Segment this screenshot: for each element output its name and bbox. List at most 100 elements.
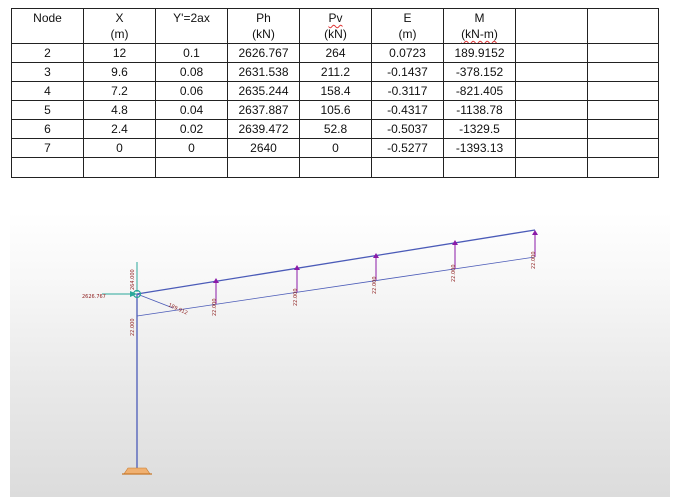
table-row: 4 7.2 0.06 2635.244 158.4 -0.3117 -821.405 bbox=[11, 81, 659, 101]
table-cell: 105.6 bbox=[299, 100, 372, 120]
member-load-1-label: 22.000 bbox=[212, 299, 218, 317]
member-load-4: 22.000 bbox=[451, 240, 458, 282]
table-cell bbox=[587, 157, 659, 178]
table-cell: 5 bbox=[11, 100, 84, 120]
table-cell: 0 bbox=[155, 138, 228, 158]
table-cell: 2639.472 bbox=[227, 119, 300, 139]
vertical-load-label: 264.000 bbox=[130, 269, 136, 290]
col-header-x: X (m) bbox=[83, 8, 156, 44]
table-cell bbox=[155, 157, 228, 178]
table-cell bbox=[587, 100, 659, 120]
table-cell bbox=[515, 100, 588, 120]
table-cell: 12 bbox=[83, 43, 156, 63]
table-cell bbox=[587, 81, 659, 101]
table-cell bbox=[587, 138, 659, 158]
fixed-support-icon bbox=[122, 467, 152, 475]
node-link bbox=[136, 293, 174, 309]
table-cell: 2635.244 bbox=[227, 81, 300, 101]
table-row: 3 9.6 0.08 2631.538 211.2 -0.1437 -378.152 bbox=[11, 62, 659, 82]
table-cell: 2640 bbox=[227, 138, 300, 158]
col-header-m: M (kN-m) bbox=[443, 8, 516, 44]
table-cell: -0.5037 bbox=[371, 119, 444, 139]
col-header-slope: Y'=2ax bbox=[155, 8, 228, 44]
table-cell bbox=[515, 62, 588, 82]
table-cell: 0.04 bbox=[155, 100, 228, 120]
top-node bbox=[132, 289, 142, 299]
table-cell bbox=[227, 157, 300, 178]
table-cell: 189.9152 bbox=[443, 43, 516, 63]
table-cell: 0.06 bbox=[155, 81, 228, 101]
table-cell: -1138.78 bbox=[443, 100, 516, 120]
table-cell: -0.5277 bbox=[371, 138, 444, 158]
table-cell: -0.3117 bbox=[371, 81, 444, 101]
table-cell: -378.152 bbox=[443, 62, 516, 82]
table-cell: 2.4 bbox=[83, 119, 156, 139]
table-cell bbox=[515, 43, 588, 63]
table-cell bbox=[83, 157, 156, 178]
table-cell: 6 bbox=[11, 119, 84, 139]
table-cell: 7.2 bbox=[83, 81, 156, 101]
inclined-load-label: 189.912 bbox=[167, 302, 188, 316]
table-row: 6 2.4 0.02 2639.472 52.8 -0.5037 -1329.5 bbox=[11, 119, 659, 139]
table-row bbox=[11, 157, 659, 178]
table-cell: 4.8 bbox=[83, 100, 156, 120]
table-cell bbox=[515, 119, 588, 139]
table-cell bbox=[587, 119, 659, 139]
table-cell bbox=[587, 43, 659, 63]
member-load-2: 22.000 bbox=[293, 265, 300, 306]
frame-model-drawing: 2626.767 264.000 189.912 22.000 22.000 2… bbox=[82, 229, 538, 475]
table-cell: 158.4 bbox=[299, 81, 372, 101]
table-cell bbox=[587, 62, 659, 82]
table-cell: 7 bbox=[11, 138, 84, 158]
table-body: 2 12 0.1 2626.767 264 0.0723 189.9152 3 9.6 0.08 2… bbox=[11, 43, 659, 178]
table-cell: 0 bbox=[83, 138, 156, 158]
table-cell: 2626.767 bbox=[227, 43, 300, 63]
table-row: 5 4.8 0.04 2637.887 105.6 -0.4317 -1138.78 bbox=[11, 100, 659, 120]
table-cell bbox=[371, 157, 444, 178]
table-cell: 0 bbox=[299, 138, 372, 158]
table-cell: 2631.538 bbox=[227, 62, 300, 82]
table-cell: 2637.887 bbox=[227, 100, 300, 120]
structural-model-view: 2626.767 264.000 189.912 22.000 22.000 2… bbox=[10, 212, 670, 497]
table-header-row: Node X (m) Y'=2ax Ph (kN) Pv (kN) E (m) M (kN… bbox=[11, 8, 659, 44]
table-cell: -0.4317 bbox=[371, 100, 444, 120]
table-row: 2 12 0.1 2626.767 264 0.0723 189.9152 bbox=[11, 43, 659, 63]
table-cell: 0.0723 bbox=[371, 43, 444, 63]
col-header-pv: Pv (kN) bbox=[299, 8, 372, 44]
table-cell bbox=[515, 81, 588, 101]
results-table: Node X (m) Y'=2ax Ph (kN) Pv (kN) E (m) M (kN… bbox=[11, 8, 659, 178]
member-load-5-label: 22.000 bbox=[531, 252, 537, 270]
table-cell: 0.08 bbox=[155, 62, 228, 82]
lower-chord-member bbox=[136, 256, 536, 317]
table-row: 7 0 0 2640 0 -0.5277 -1393.13 bbox=[11, 138, 659, 158]
table-cell bbox=[299, 157, 372, 178]
member-load-2-label: 22.000 bbox=[293, 289, 299, 307]
table-cell: -821.405 bbox=[443, 81, 516, 101]
member-load-5: 22.000 bbox=[531, 230, 538, 269]
table-cell: 3 bbox=[11, 62, 84, 82]
horizontal-load-label: 2626.767 bbox=[82, 294, 106, 300]
table-cell: 9.6 bbox=[83, 62, 156, 82]
beam-member bbox=[136, 229, 536, 295]
table-cell: -1329.5 bbox=[443, 119, 516, 139]
table-cell: 264 bbox=[299, 43, 372, 63]
member-load-4-label: 22.000 bbox=[451, 265, 457, 283]
table-cell: 2 bbox=[11, 43, 84, 63]
table-cell bbox=[515, 157, 588, 178]
column-load-label: 22.000 bbox=[130, 319, 136, 337]
table-cell: 0.02 bbox=[155, 119, 228, 139]
member-load-3: 22.000 bbox=[372, 253, 379, 294]
member-load-1: 22.000 bbox=[212, 278, 219, 316]
table-cell bbox=[443, 157, 516, 178]
table-cell bbox=[11, 157, 84, 178]
member-load-3-label: 22.000 bbox=[372, 277, 378, 295]
table-cell bbox=[515, 138, 588, 158]
col-header-e: E (m) bbox=[371, 8, 444, 44]
col-header-node: Node bbox=[11, 8, 84, 44]
table-cell: 4 bbox=[11, 81, 84, 101]
col-header-blank-2 bbox=[587, 8, 659, 44]
col-header-ph: Ph (kN) bbox=[227, 8, 300, 44]
table-cell: 52.8 bbox=[299, 119, 372, 139]
table-cell: -1393.13 bbox=[443, 138, 516, 158]
table-cell: -0.1437 bbox=[371, 62, 444, 82]
